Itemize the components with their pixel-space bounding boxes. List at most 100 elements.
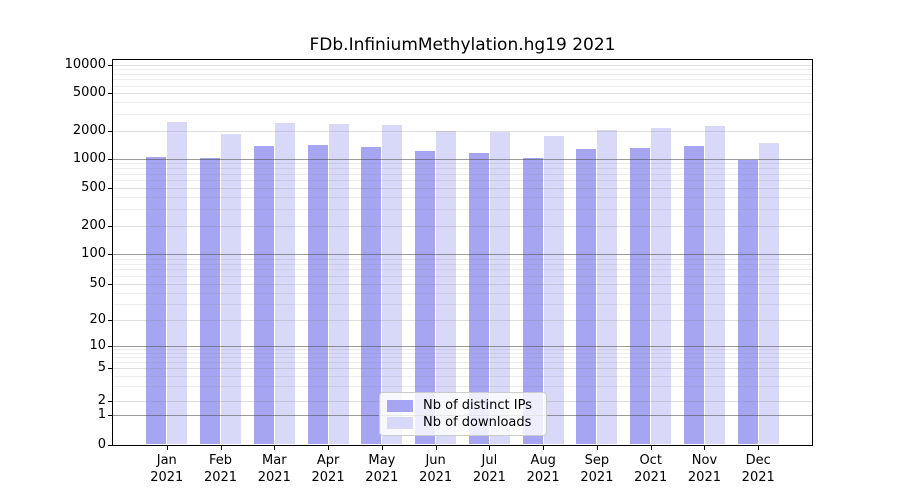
y-tick-label: 5000 [72,85,106,100]
y-tick-label: 1 [97,407,106,422]
x-tick-year: 2021 [472,470,506,485]
gridline-minor [113,74,812,75]
x-tick-label: Sep 2021 [557,452,637,486]
x-tick-mark [220,446,222,450]
y-tick-label: 2000 [72,122,106,138]
gridline-major [113,65,812,66]
y-tick-mark [108,130,112,132]
x-tick-month: Nov [691,453,718,468]
y-tick-mark [108,368,112,369]
x-tick-year: 2021 [741,470,775,485]
x-tick-mark [543,446,545,450]
x-tick-label: Oct 2021 [611,452,691,486]
x-tick-year: 2021 [580,470,614,485]
y-tick-label: 1000 [72,150,106,166]
bar-distinct-ips [307,144,328,445]
legend-entry: Nb of distinct IPs [387,397,539,414]
x-tick-mark [328,446,330,450]
bar-downloads [274,123,295,445]
legend-swatch [387,416,413,429]
x-tick-mark [166,446,168,450]
gridline-minor [113,113,812,115]
bar-downloads [382,124,403,445]
y-tick-label: 10000 [64,57,106,72]
legend-label: Nb of distinct IPs [423,398,532,413]
legend-swatch [387,399,413,412]
bar-downloads [651,127,672,445]
y-tick-mark [108,93,112,94]
x-tick-mark [489,446,491,450]
legend-entry: Nb of downloads [387,414,539,431]
y-tick-mark [108,284,112,285]
gridline-major [113,93,812,94]
x-tick-month: Feb [209,453,233,468]
bar-downloads [597,129,618,445]
y-tick-label: 100 [81,246,106,261]
x-tick-year: 2021 [203,470,238,485]
x-tick-month: Oct [639,453,662,468]
x-tick-year: 2021 [365,470,399,485]
gridline-minor [113,69,812,71]
bar-downloads [436,131,457,445]
x-tick-label: Nov 2021 [664,452,744,486]
x-tick-month: Mar [262,453,287,468]
y-tick-mark [108,158,112,160]
chart-title: FDb.InfiniumMethylation.hg19 2021 [309,35,616,55]
y-tick-mark [108,65,112,66]
x-tick-mark [381,446,383,450]
y-tick-mark [108,415,112,416]
x-tick-label: Aug 2021 [503,452,583,486]
bar-distinct-ips [415,150,436,445]
x-tick-year: 2021 [526,470,560,485]
y-tick-mark [108,346,112,347]
gridline-minor [113,102,812,104]
bar-distinct-ips [200,158,221,445]
y-tick-label: 2 [97,393,106,408]
bar-downloads [543,136,564,445]
x-tick-year: 2021 [257,470,291,485]
y-tick-mark [108,401,112,402]
x-tick-year: 2021 [419,470,453,485]
bar-downloads [758,142,779,445]
x-tick-month: Sep [584,453,610,468]
x-tick-year: 2021 [150,470,184,485]
y-tick-label: 200 [81,218,106,233]
y-tick-label: 500 [81,180,106,195]
x-tick-label: Jul 2021 [449,452,529,486]
y-tick-label: 10 [89,338,106,353]
x-tick-label: Dec 2021 [718,452,798,486]
x-tick-month: Jun [425,453,446,468]
x-tick-label: Feb 2021 [181,452,261,486]
bar-distinct-ips [146,157,167,445]
x-tick-label: Jan 2021 [127,452,207,486]
x-tick-month: May [368,453,396,468]
bar-downloads [328,123,349,445]
x-tick-mark [758,446,760,450]
gridline-minor [113,79,812,81]
y-tick-label: 5 [97,360,106,375]
bar-downloads [221,133,242,445]
x-tick-mark [596,446,598,450]
x-tick-month: Jan [156,453,177,468]
gridline-minor [113,85,812,87]
x-tick-month: Aug [530,453,556,468]
x-tick-mark [274,446,276,450]
x-tick-month: Jul [481,453,498,468]
y-tick-mark [108,254,112,255]
bar-distinct-ips [522,157,543,445]
x-tick-month: Dec [745,453,771,468]
bar-downloads [489,131,510,445]
bar-distinct-ips [468,152,489,445]
y-tick-mark [108,226,112,227]
x-tick-mark [704,446,706,450]
bar-distinct-ips [253,146,274,445]
bar-distinct-ips [683,146,704,445]
legend: Nb of distinct IPs Nb of downloads [379,392,547,436]
bar-distinct-ips [576,148,597,445]
bar-distinct-ips [630,147,651,445]
x-tick-year: 2021 [634,470,668,485]
bar-distinct-ips [361,146,382,445]
x-tick-year: 2021 [311,470,345,485]
x-tick-year: 2021 [687,470,721,485]
